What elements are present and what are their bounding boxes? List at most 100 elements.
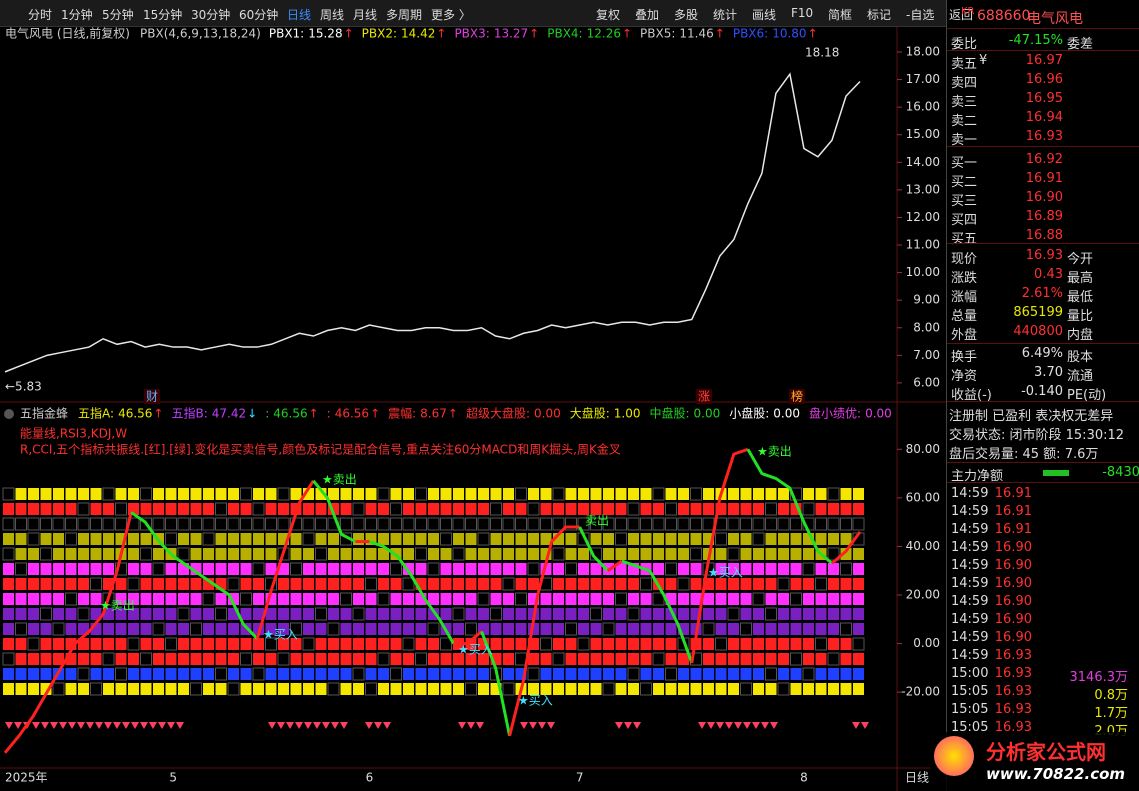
signal-cell (240, 683, 252, 695)
tool-button[interactable]: 标记 (867, 8, 892, 22)
signal-cell (615, 548, 627, 560)
signal-cell (840, 638, 852, 650)
signal-cell (728, 668, 739, 680)
signal-cell (690, 593, 702, 605)
signal-cell (290, 622, 302, 636)
signal-cell (202, 532, 215, 546)
signal-cell (590, 607, 602, 621)
signal-cell (665, 517, 677, 531)
tab[interactable]: 周线 (320, 8, 345, 22)
signal-cell (352, 667, 365, 681)
readout-value: 0.00 (865, 407, 892, 421)
indicator-line (480, 630, 512, 737)
signal-cell (527, 517, 540, 531)
signal-cell (228, 548, 239, 560)
tool-button[interactable]: 多股 (674, 8, 699, 22)
signal-cell (40, 563, 52, 575)
order-label: 卖三 (951, 95, 978, 110)
tab[interactable]: 多周期 (386, 8, 423, 22)
signal-cell (478, 563, 489, 575)
gem-icon (624, 722, 632, 729)
signal-cell (615, 668, 627, 680)
signal-cell (3, 638, 14, 650)
signal-cell (90, 593, 102, 605)
signal-cell (653, 503, 664, 515)
tool-button[interactable]: 返回 (949, 8, 974, 22)
signal-cell (565, 608, 577, 620)
signal-cell (540, 668, 552, 680)
signal-cell (265, 503, 277, 515)
signal-cell (590, 533, 602, 545)
tool-button[interactable]: 统计 (713, 8, 738, 22)
separator (947, 50, 1139, 51)
signal-cell (428, 578, 439, 590)
signal-cell (478, 683, 489, 695)
tab[interactable]: 月线 (353, 8, 378, 22)
event-marker: 榜 (791, 389, 803, 404)
signal-cell (840, 578, 852, 590)
gem-icon (50, 722, 58, 729)
signal-cell (728, 593, 739, 605)
gem-icon (383, 722, 391, 729)
signal-cell (165, 517, 177, 531)
signal-cell (302, 637, 315, 651)
signal-cell (765, 548, 777, 560)
signal-cell (715, 563, 727, 575)
signal-cell (390, 683, 402, 695)
tab[interactable]: 15分钟 (143, 8, 183, 22)
signal-cell (803, 488, 814, 500)
readout-arrow: ↑ (344, 27, 354, 41)
signal-cell (603, 608, 614, 620)
tool-button[interactable]: -自选 (906, 8, 935, 22)
signal-cell (215, 593, 227, 605)
signal-cell (65, 653, 77, 665)
signal-cell (140, 578, 152, 590)
signal-cell (28, 488, 39, 500)
signal-cell (253, 623, 264, 635)
signal-cell (665, 608, 677, 620)
signal-cell (715, 637, 727, 651)
tab[interactable]: 30分钟 (191, 8, 231, 22)
signal-cell (353, 593, 364, 605)
signal-cell (602, 622, 615, 636)
signal-cell (440, 637, 452, 651)
signal-cell (727, 607, 740, 621)
tool-button[interactable]: 画线 (752, 8, 777, 22)
signal-cell (427, 517, 440, 531)
tick-time: 14:59 (951, 558, 989, 573)
tab[interactable]: 日线 (287, 8, 312, 22)
signal-cell (303, 578, 314, 590)
signal-cell (140, 487, 152, 501)
tab[interactable]: 5分钟 (102, 8, 134, 22)
signal-label: 卖出 (585, 514, 609, 528)
signal-cell (490, 683, 502, 695)
tool-button[interactable]: 复权 (596, 8, 621, 22)
tab[interactable]: 分时 (28, 8, 53, 22)
signal-cell (177, 607, 190, 621)
tab[interactable]: 更多 〉 (431, 8, 471, 22)
signal-cell (390, 502, 402, 516)
signal-cell (103, 683, 114, 695)
signal-cell (553, 593, 564, 605)
indicator-line (690, 447, 749, 664)
signal-cell (728, 623, 739, 635)
signal-cell (540, 563, 552, 575)
signal-cell (403, 668, 414, 680)
signal-cell (253, 638, 264, 650)
signal-cell (853, 668, 864, 680)
signal-cell (178, 578, 189, 590)
signal-cell (503, 668, 514, 680)
signal-cell (103, 638, 114, 650)
signal-cell (290, 593, 302, 605)
readout-value: 1.00 (614, 407, 641, 421)
tool-button[interactable]: F10 (791, 6, 814, 20)
signal-cell (753, 563, 764, 575)
tab[interactable]: 60分钟 (239, 8, 279, 22)
signal-cell (15, 608, 27, 620)
signal-cell (728, 638, 739, 650)
signal-cell (828, 683, 839, 695)
tool-button[interactable]: 叠加 (635, 8, 660, 22)
tab[interactable]: 1分钟 (61, 8, 93, 22)
tool-button[interactable]: 简框 (828, 8, 853, 22)
signal-cell (65, 578, 77, 590)
